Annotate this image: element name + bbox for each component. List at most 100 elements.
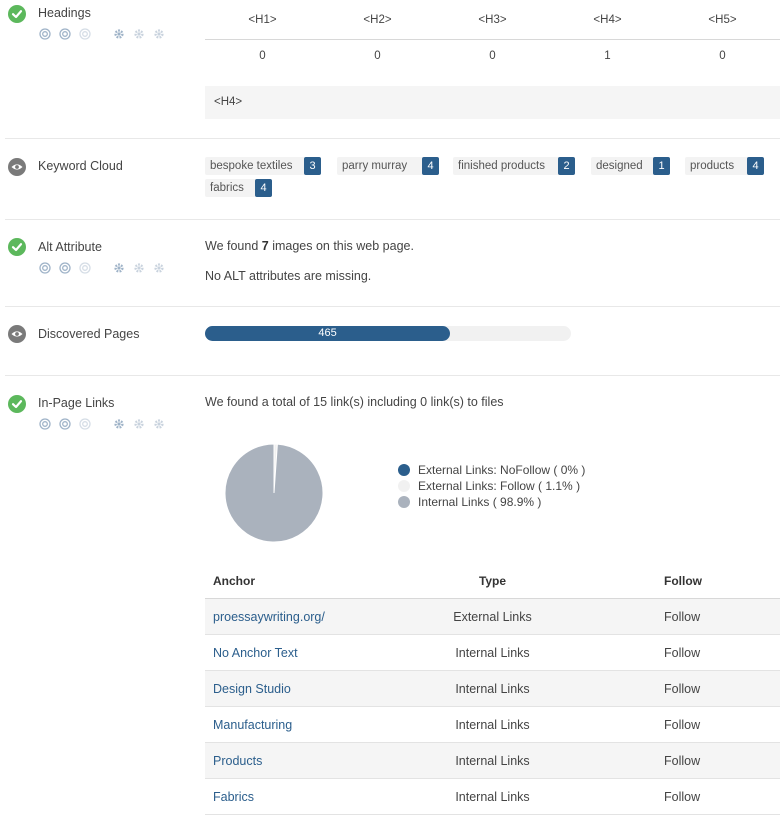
heading-count-h4: 1 xyxy=(604,50,611,62)
keyword-tag: products 4 xyxy=(685,157,764,175)
keyword-count: 3 xyxy=(304,157,321,175)
links-summary: We found a total of 15 link(s) including… xyxy=(205,395,504,409)
keyword-word: designed xyxy=(596,160,643,172)
legend-swatch xyxy=(398,480,410,492)
legend-swatch xyxy=(398,464,410,476)
heading-count-h5: 0 xyxy=(719,50,726,62)
keyword-cloud-section: Keyword Cloud bespoke textiles 3 parry mu… xyxy=(5,139,780,220)
table-row: Products Internal Links Follow xyxy=(205,743,780,779)
link-follow: Follow xyxy=(664,646,701,660)
gear-icon xyxy=(153,262,165,274)
keyword-word: parry murray xyxy=(342,160,408,172)
gear-icon xyxy=(113,418,125,430)
link-type: Internal Links xyxy=(455,790,530,804)
link-anchor[interactable]: Manufacturing xyxy=(213,718,293,732)
gear-icon xyxy=(133,418,145,430)
discovered-pages-progress: 465 xyxy=(205,326,571,341)
keyword-cloud-title: Keyword Cloud xyxy=(38,159,123,173)
discovered-pages-section: Discovered Pages 465 xyxy=(5,307,780,376)
link-anchor[interactable]: No Anchor Text xyxy=(213,646,298,660)
heading-col-h5: <H5> xyxy=(708,14,737,26)
legend-label: Internal Links ( 98.9% ) xyxy=(418,495,542,509)
importance-icon xyxy=(79,28,91,40)
images-found-count: 7 xyxy=(261,239,269,253)
eye-icon xyxy=(8,325,26,343)
keyword-tag: designed 1 xyxy=(591,157,670,175)
link-anchor[interactable]: proessaywriting.org/ xyxy=(213,610,325,624)
pie-slice-2 xyxy=(224,443,324,543)
keyword-word: fabrics xyxy=(210,182,244,194)
keyword-tag: fabrics 4 xyxy=(205,179,272,197)
keyword-tag: parry murray 4 xyxy=(337,157,439,175)
importance-icon xyxy=(39,262,51,274)
keyword-count: 1 xyxy=(653,157,670,175)
importance-icon xyxy=(39,418,51,430)
link-follow: Follow xyxy=(664,610,701,624)
images-found-prefix: We found xyxy=(205,239,262,253)
importance-icon xyxy=(39,28,51,40)
header-follow: Follow xyxy=(664,574,702,588)
link-follow: Follow xyxy=(664,718,701,732)
gear-icon xyxy=(113,262,125,274)
gear-icon xyxy=(153,418,165,430)
gear-icon xyxy=(133,28,145,40)
heading-col-h1: <H1> xyxy=(248,14,277,26)
keyword-count: 4 xyxy=(422,157,439,175)
in-page-links-title: In-Page Links xyxy=(38,396,115,410)
legend-label: External Links: Follow ( 1.1% ) xyxy=(418,479,581,493)
legend-swatch xyxy=(398,496,410,508)
link-follow: Follow xyxy=(664,790,701,804)
table-row: proessaywriting.org/ External Links Foll… xyxy=(205,599,780,635)
link-follow: Follow xyxy=(664,682,701,696)
rating-icons xyxy=(39,28,179,40)
rating-icons xyxy=(39,262,179,274)
check-icon xyxy=(8,395,26,413)
keyword-count: 4 xyxy=(747,157,764,175)
header-type: Type xyxy=(478,574,507,588)
keyword-word: bespoke textiles xyxy=(210,160,293,172)
table-row: Fabrics Internal Links Follow xyxy=(205,779,780,815)
link-type: Internal Links xyxy=(455,646,530,660)
rating-icons xyxy=(39,418,179,430)
keyword-tag: finished products 2 xyxy=(453,157,575,175)
heading-count-h3: 0 xyxy=(489,50,496,62)
table-row: No Anchor Text Internal Links Follow xyxy=(205,635,780,671)
heading-col-h2: <H2> xyxy=(363,14,392,26)
headings-title: Headings xyxy=(38,6,91,20)
heading-count-h2: 0 xyxy=(374,50,381,62)
images-found-text: We found 7 images on this web page. xyxy=(205,239,414,253)
alt-missing-text: No ALT attributes are missing. xyxy=(205,269,372,283)
importance-icon xyxy=(59,418,71,430)
heading-col-h3: <H3> xyxy=(478,14,507,26)
headings-section: Headings <H1> <H2> <H3> <H4> <H5> 0 0 0 xyxy=(5,0,780,139)
link-anchor[interactable]: Fabrics xyxy=(213,790,254,804)
header-anchor: Anchor xyxy=(213,574,255,588)
gear-icon xyxy=(153,28,165,40)
check-icon xyxy=(8,5,26,23)
keyword-word: products xyxy=(690,160,735,172)
link-follow: Follow xyxy=(664,754,701,768)
link-anchor[interactable]: Design Studio xyxy=(213,682,291,696)
heading-count-h1: 0 xyxy=(259,50,266,62)
link-type: Internal Links xyxy=(455,718,530,732)
keyword-tag: bespoke textiles 3 xyxy=(205,157,321,175)
alt-attribute-title: Alt Attribute xyxy=(38,240,102,254)
discovered-pages-title: Discovered Pages xyxy=(38,327,140,341)
gear-icon xyxy=(133,262,145,274)
gear-icon xyxy=(113,28,125,40)
headings-used: <H4> xyxy=(205,86,780,119)
links-table-header: Anchor Type Follow xyxy=(205,564,780,599)
importance-icon xyxy=(79,418,91,430)
importance-icon xyxy=(79,262,91,274)
heading-col-h4: <H4> xyxy=(593,14,622,26)
link-type: Internal Links xyxy=(455,682,530,696)
importance-icon xyxy=(59,262,71,274)
link-type: External Links xyxy=(453,610,532,624)
links-pie-chart xyxy=(224,443,324,543)
divider xyxy=(205,39,780,40)
eye-icon xyxy=(8,158,26,176)
progress-fill: 465 xyxy=(205,326,451,341)
link-type: Internal Links xyxy=(455,754,530,768)
link-anchor[interactable]: Products xyxy=(213,754,263,768)
images-found-suffix: images on this web page. xyxy=(268,239,414,253)
